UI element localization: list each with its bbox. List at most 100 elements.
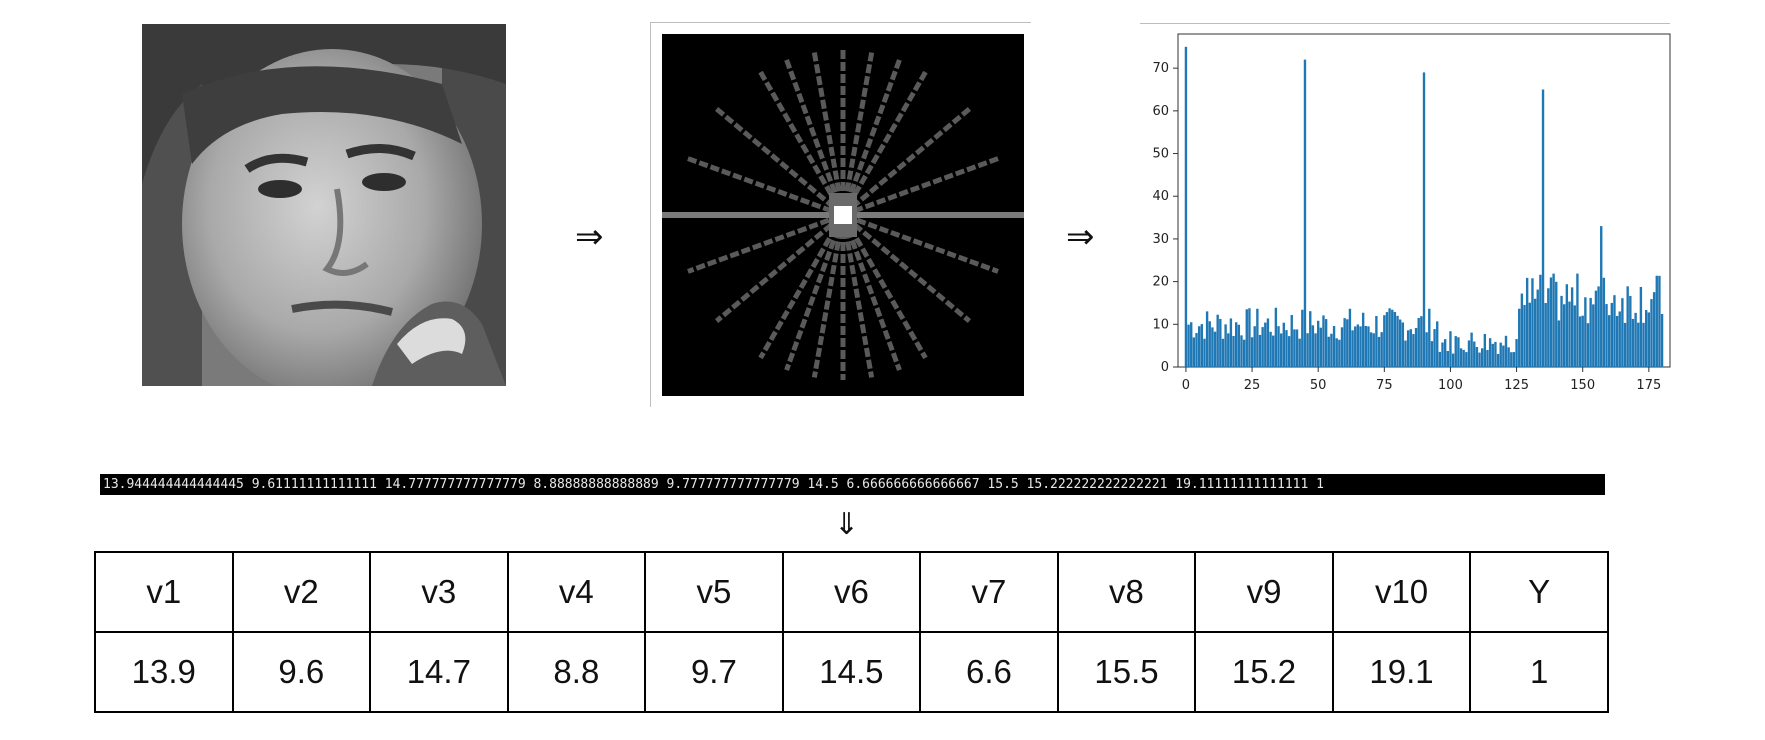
histogram-bar	[1544, 303, 1547, 367]
histogram-bar	[1473, 341, 1476, 367]
histogram-bar	[1560, 295, 1563, 367]
histogram-bar	[1597, 286, 1600, 367]
histogram-bar	[1232, 335, 1235, 367]
histogram-bar	[1309, 311, 1312, 367]
histogram-bar	[1208, 321, 1211, 367]
histogram-bar	[1211, 327, 1214, 367]
histogram-bar	[1573, 305, 1576, 367]
header-cell: v6	[781, 551, 922, 633]
histogram-bar	[1650, 299, 1653, 367]
histogram-bar	[1563, 304, 1566, 367]
histogram-bar	[1441, 342, 1444, 367]
histogram-bar	[1634, 312, 1637, 367]
histogram-bar	[1470, 332, 1473, 367]
histogram-bar	[1528, 302, 1531, 367]
histogram-bar	[1332, 326, 1336, 367]
y-tick-label: 50	[1152, 147, 1169, 162]
histogram-bar	[1219, 318, 1222, 367]
x-tick-label: 0	[1182, 378, 1190, 393]
histogram-bar	[1227, 333, 1230, 367]
header-cell: v9	[1194, 551, 1334, 633]
histogram-bar	[1261, 327, 1264, 367]
histogram-bar	[1459, 348, 1463, 367]
histogram-bar	[1446, 350, 1449, 367]
histogram-bar	[1539, 274, 1542, 367]
histogram-bar	[1602, 277, 1606, 367]
histogram-bar	[1205, 311, 1209, 367]
histogram-bar	[1393, 311, 1397, 367]
histogram-bar	[1203, 338, 1206, 367]
histogram-bar	[1195, 333, 1198, 367]
histogram-bar	[1250, 337, 1254, 367]
histogram-bar	[1454, 336, 1457, 367]
histogram-bar	[1295, 329, 1299, 367]
histogram-bar	[1306, 333, 1309, 367]
value-cell: 9.6	[231, 631, 372, 713]
histogram-bar	[1190, 322, 1193, 367]
histogram-bar	[1385, 312, 1389, 367]
raw-feature-vector: 13.944444444444445 9.61111111111111 14.7…	[100, 474, 1605, 495]
x-tick-label: 100	[1438, 378, 1463, 393]
histogram-bar	[1224, 324, 1227, 367]
histogram-bar	[1272, 335, 1275, 367]
spectrum-ray	[714, 107, 972, 323]
histogram-bar	[1660, 313, 1664, 367]
histogram-bar	[1258, 334, 1262, 367]
histogram-bar	[1481, 348, 1484, 367]
histogram-bar	[1401, 322, 1405, 367]
histogram-bar	[1618, 311, 1621, 367]
histogram-bar	[1568, 301, 1571, 367]
histogram-bar	[1414, 327, 1418, 367]
histogram-bar	[1520, 293, 1524, 367]
histogram-bar	[1478, 352, 1481, 367]
histogram-bar	[1264, 322, 1267, 367]
histogram-bar	[1248, 308, 1251, 367]
histogram-bar	[1499, 342, 1502, 367]
y-tick-label: 70	[1152, 61, 1169, 76]
histogram-bar	[1425, 332, 1428, 367]
histogram-bar	[1298, 338, 1301, 367]
histogram-bar	[1330, 333, 1333, 367]
value-cell: 13.9	[94, 631, 234, 713]
header-cell: v1	[94, 551, 234, 633]
y-tick-label: 60	[1152, 104, 1169, 119]
x-tick-label: 75	[1376, 378, 1393, 393]
histogram-bar	[1417, 317, 1420, 367]
histogram-bar	[1475, 347, 1479, 367]
histogram-bar	[1555, 281, 1558, 367]
histogram-bar	[1285, 330, 1288, 367]
histogram-bar	[1213, 331, 1217, 367]
histogram-bar	[1433, 329, 1436, 367]
histogram-bar	[1639, 286, 1643, 367]
value-cell: 15.2	[1194, 631, 1334, 713]
histogram-bar	[1359, 326, 1362, 367]
arrow-right-1: ⇒	[575, 217, 604, 257]
x-tick-label: 175	[1636, 378, 1661, 393]
spectrum-image	[662, 34, 1024, 396]
histogram-bar	[1496, 353, 1500, 367]
histogram-bar	[1613, 295, 1616, 367]
histogram-bar	[1623, 322, 1627, 367]
histogram-bar	[1570, 287, 1574, 367]
histogram-bar	[1504, 335, 1508, 367]
histogram-bar	[1510, 352, 1513, 367]
histogram-bar	[1340, 327, 1344, 367]
histogram-bar	[1192, 337, 1196, 367]
y-tick-label: 0	[1161, 360, 1169, 375]
histogram-bar	[1536, 289, 1539, 367]
histogram-bar	[1404, 340, 1407, 367]
histogram-bar	[1383, 315, 1386, 367]
histogram-bar	[1584, 297, 1587, 367]
histogram-bar	[1557, 320, 1561, 367]
histogram-bar	[1388, 308, 1391, 367]
histogram-bar	[1507, 347, 1510, 367]
histogram-bar	[1483, 333, 1487, 367]
histogram-bar	[1240, 335, 1243, 367]
histogram-bar	[1221, 338, 1225, 367]
header-cell: v7	[919, 551, 1059, 633]
histogram-bar	[1647, 312, 1651, 367]
feature-table: v1 v2 v3 v4 v5 v6 v7 v8 v9 v10 Y 13.9 9.…	[94, 551, 1609, 713]
histogram-bar	[1235, 322, 1238, 367]
header-cell: v4	[506, 551, 647, 633]
histogram-bar	[1531, 278, 1534, 367]
